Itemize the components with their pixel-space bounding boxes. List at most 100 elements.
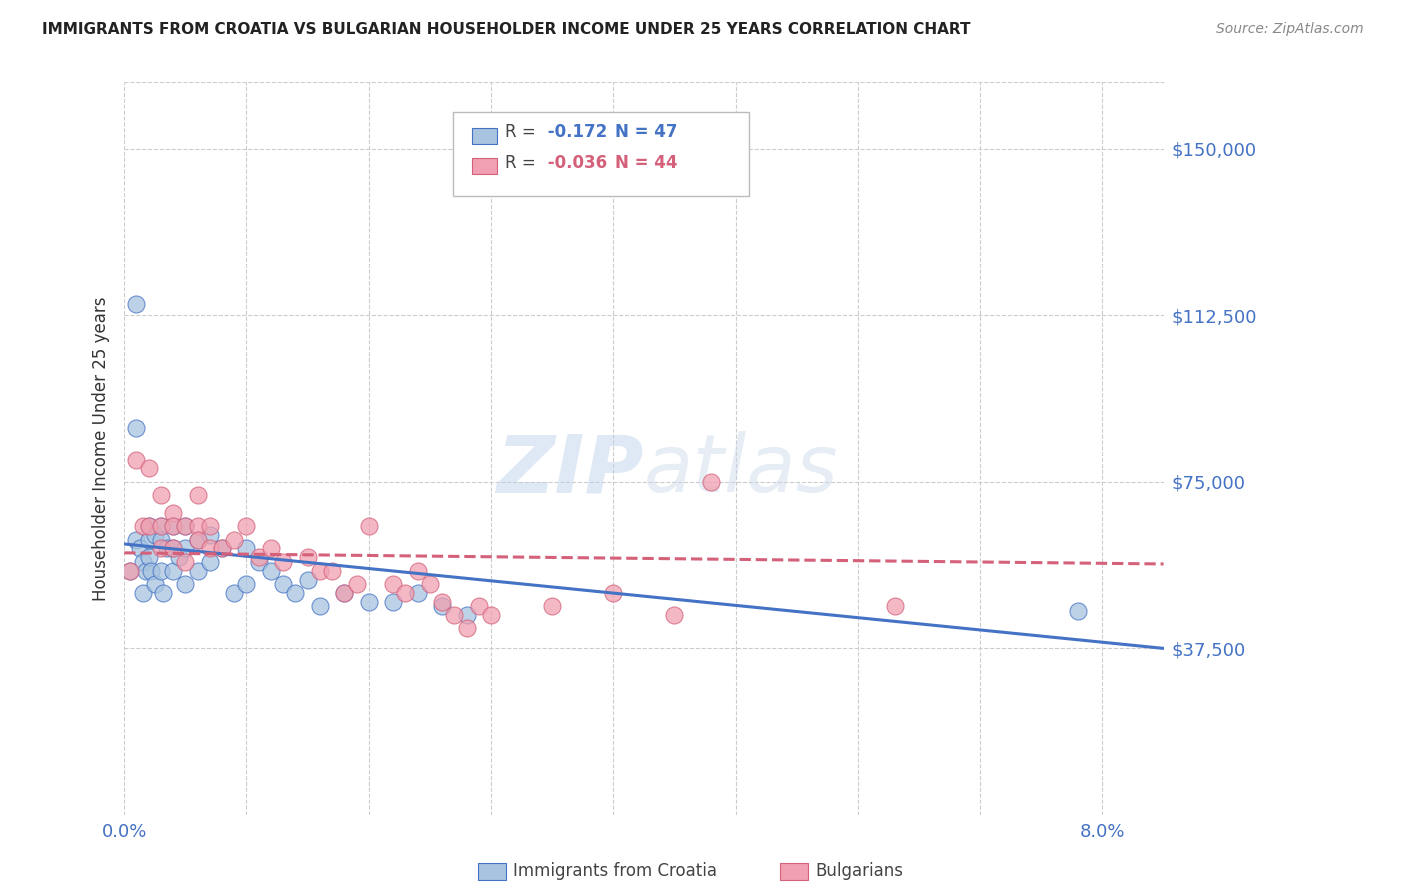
Point: [187, 519, 209, 533]
Point: [152, 586, 174, 600]
Point: [149, 564, 172, 578]
Point: [149, 488, 172, 502]
Point: [138, 533, 160, 547]
Text: -0.036: -0.036: [543, 153, 607, 171]
Point: [297, 550, 319, 565]
Point: [187, 564, 209, 578]
Point: [321, 564, 343, 578]
Point: [297, 573, 319, 587]
Point: [235, 541, 257, 556]
Point: [346, 577, 368, 591]
Point: [235, 577, 257, 591]
Point: [224, 533, 246, 547]
Point: [468, 599, 491, 614]
Point: [235, 519, 257, 533]
Point: [187, 488, 209, 502]
Point: [129, 541, 152, 556]
Point: [125, 452, 148, 467]
Point: [211, 541, 233, 556]
Y-axis label: Householder Income Under 25 years: Householder Income Under 25 years: [93, 296, 110, 600]
Point: [138, 519, 160, 533]
Point: [260, 564, 283, 578]
Point: [149, 533, 172, 547]
Point: [131, 586, 153, 600]
Point: [1067, 604, 1090, 618]
Point: [149, 519, 172, 533]
Text: ZIP: ZIP: [496, 432, 644, 509]
Point: [162, 541, 184, 556]
Point: [120, 564, 142, 578]
Point: [394, 586, 416, 600]
Point: [135, 564, 157, 578]
Point: [333, 586, 356, 600]
Point: [174, 577, 197, 591]
Point: [541, 599, 564, 614]
Point: [131, 555, 153, 569]
Point: [198, 541, 221, 556]
Text: atlas: atlas: [644, 432, 838, 509]
Point: [125, 533, 148, 547]
Point: [143, 577, 166, 591]
Point: [149, 541, 172, 556]
Point: [430, 599, 453, 614]
Text: R =: R =: [506, 123, 536, 141]
Point: [138, 519, 160, 533]
Point: [382, 595, 405, 609]
Point: [174, 519, 197, 533]
Point: [149, 519, 172, 533]
Point: [162, 506, 184, 520]
Point: [120, 564, 142, 578]
Point: [419, 577, 441, 591]
Point: [456, 621, 478, 635]
Point: [125, 421, 148, 435]
Point: [198, 555, 221, 569]
Point: [479, 608, 502, 623]
Point: [187, 533, 209, 547]
Point: [333, 586, 356, 600]
Point: [174, 555, 197, 569]
Point: [260, 541, 283, 556]
Point: [443, 608, 465, 623]
Point: [125, 297, 148, 311]
Point: [174, 541, 197, 556]
Point: [167, 550, 190, 565]
Text: Bulgarians: Bulgarians: [815, 863, 904, 880]
Text: -0.172: -0.172: [543, 123, 607, 141]
Point: [271, 555, 294, 569]
Point: [198, 528, 221, 542]
Point: [174, 519, 197, 533]
Point: [309, 599, 332, 614]
Point: [406, 586, 429, 600]
Text: N = 47: N = 47: [616, 123, 678, 141]
Point: [406, 564, 429, 578]
Point: [430, 595, 453, 609]
Point: [162, 519, 184, 533]
Point: [247, 555, 270, 569]
Text: R =: R =: [506, 153, 536, 171]
Text: Immigrants from Croatia: Immigrants from Croatia: [513, 863, 717, 880]
Point: [139, 564, 162, 578]
Point: [198, 519, 221, 533]
Point: [456, 608, 478, 623]
Point: [883, 599, 905, 614]
Point: [162, 564, 184, 578]
Point: [162, 541, 184, 556]
Point: [284, 586, 307, 600]
Point: [382, 577, 405, 591]
Point: [247, 550, 270, 565]
Point: [143, 528, 166, 542]
Point: [700, 475, 723, 489]
Point: [131, 519, 153, 533]
Point: [211, 541, 233, 556]
Point: [664, 608, 686, 623]
Point: [224, 586, 246, 600]
Point: [187, 533, 209, 547]
Point: [138, 461, 160, 475]
Point: [138, 550, 160, 565]
Text: Source: ZipAtlas.com: Source: ZipAtlas.com: [1216, 22, 1364, 37]
Text: IMMIGRANTS FROM CROATIA VS BULGARIAN HOUSEHOLDER INCOME UNDER 25 YEARS CORRELATI: IMMIGRANTS FROM CROATIA VS BULGARIAN HOU…: [42, 22, 970, 37]
Text: N = 44: N = 44: [616, 153, 678, 171]
Point: [271, 577, 294, 591]
Point: [162, 519, 184, 533]
Point: [602, 586, 624, 600]
